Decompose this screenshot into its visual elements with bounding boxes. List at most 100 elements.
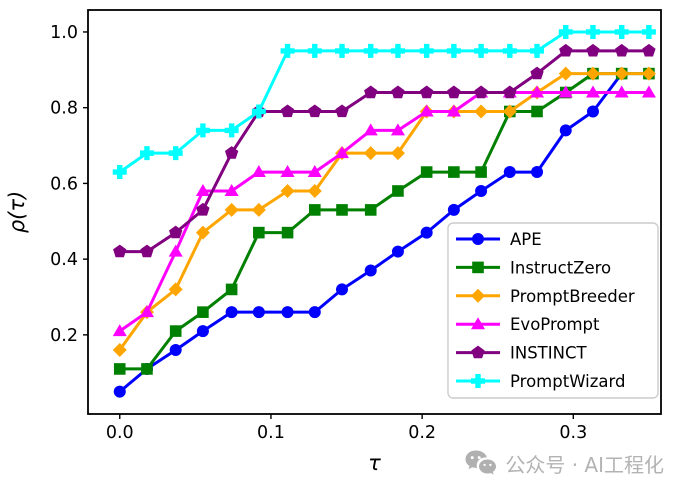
legend-label-APE: APE [510, 230, 542, 249]
series-marker-PromptBreeder [224, 202, 239, 217]
series-marker-PromptWizard [558, 24, 573, 39]
series-line-EvoPrompt [118, 91, 649, 333]
series-marker-InstructZero [448, 166, 460, 178]
series-marker-APE [391, 245, 404, 258]
x-tick-label: 0.2 [408, 423, 436, 443]
series-marker-APE [335, 283, 348, 296]
series-marker-INSTINCT [586, 43, 600, 57]
series-marker-PromptBreeder [195, 225, 210, 240]
series-marker-PromptWizard [224, 123, 239, 138]
series-marker-INSTINCT [420, 85, 434, 99]
series-marker-PromptBreeder [641, 66, 656, 81]
series-marker-PromptBreeder [112, 343, 127, 358]
series-marker-PromptBreeder [168, 282, 183, 297]
series-marker-EvoPrompt [112, 324, 127, 337]
series-marker-InstructZero [475, 166, 487, 178]
series-marker-PromptWizard [585, 24, 600, 39]
series-marker-InstructZero [308, 204, 321, 216]
series-marker-PromptBreeder [558, 66, 573, 81]
series-marker-PromptWizard [446, 43, 461, 58]
series-marker-EvoPrompt [614, 85, 629, 98]
series-marker-PromptWizard [334, 43, 349, 58]
series-marker-PromptWizard [307, 43, 322, 58]
series-line-PromptBreeder [118, 72, 649, 351]
series-marker-APE [559, 124, 572, 137]
legend-marker-PromptBreeder [471, 288, 485, 303]
series-marker-InstructZero [531, 105, 543, 118]
series-marker-INSTINCT [169, 225, 183, 239]
series-marker-PromptWizard [530, 43, 545, 58]
series-marker-APE [447, 203, 460, 216]
series-marker-APE [364, 264, 377, 277]
series-marker-EvoPrompt [390, 123, 405, 136]
series-marker-EvoPrompt [280, 165, 295, 178]
plot-frame [87, 9, 662, 415]
series-marker-APE [169, 344, 182, 357]
x-axis-label: τ [368, 451, 381, 475]
series-marker-EvoPrompt [168, 244, 183, 257]
series-marker-PromptBreeder [280, 183, 295, 198]
series-marker-INSTINCT [308, 104, 322, 118]
legend-marker-EvoPrompt [471, 317, 485, 330]
wechat-icon [465, 450, 497, 475]
series-marker-EvoPrompt [641, 85, 656, 98]
series-marker-INSTINCT [530, 66, 544, 80]
legend-marker-PromptWizard [471, 374, 485, 388]
series-marker-PromptBreeder [363, 146, 378, 161]
series-marker-INSTINCT [280, 104, 295, 118]
y-tick-label: 0.8 [50, 99, 78, 119]
series-marker-InstructZero [420, 166, 433, 178]
series-marker-EvoPrompt [363, 123, 378, 136]
watermark-text: 公众号 · AI工程化 [505, 453, 664, 477]
series-marker-InstructZero [225, 283, 238, 296]
legend-label-PromptWizard: PromptWizard [510, 372, 625, 391]
series-marker-INSTINCT [642, 43, 656, 57]
series-marker-EvoPrompt [224, 183, 239, 196]
series-marker-INSTINCT [447, 85, 461, 99]
series-marker-APE [196, 325, 209, 338]
legend-marker-InstructZero [472, 261, 484, 274]
series-marker-INSTINCT [113, 244, 127, 258]
series-marker-PromptWizard [641, 24, 656, 39]
series-marker-PromptWizard [251, 104, 266, 119]
series-marker-InstructZero [197, 306, 209, 318]
legend-label-EvoPrompt: EvoPrompt [510, 315, 600, 334]
x-tick-label: 0.3 [559, 423, 587, 443]
x-tick-label: 0.0 [106, 423, 134, 443]
y-tick-label: 1.0 [50, 23, 78, 43]
series-marker-APE [420, 226, 433, 239]
series-marker-APE [586, 105, 599, 118]
y-tick-label: 0.6 [50, 174, 78, 194]
series-marker-EvoPrompt [334, 146, 349, 159]
series-marker-APE [225, 306, 238, 319]
series-marker-INSTINCT [559, 43, 573, 57]
x-tick-label: 0.1 [257, 423, 285, 443]
series-line-INSTINCT [119, 49, 649, 254]
series-marker-APE [503, 166, 516, 179]
series-marker-InstructZero [253, 226, 265, 239]
series-marker-PromptWizard [390, 43, 405, 58]
series-marker-InstructZero [392, 185, 404, 197]
watermark: 公众号 · AI工程化 [465, 449, 664, 478]
series-marker-INSTINCT [503, 85, 517, 99]
series-marker-INSTINCT [196, 202, 210, 216]
series-marker-EvoPrompt [558, 85, 573, 98]
series-marker-PromptBreeder [251, 202, 266, 217]
series-marker-INSTINCT [224, 146, 239, 159]
series-marker-InstructZero [169, 325, 182, 337]
series-marker-APE [531, 166, 544, 179]
series-marker-APE [252, 306, 265, 319]
series-marker-PromptWizard [419, 43, 434, 58]
series-marker-INSTINCT [474, 85, 488, 99]
legend-label-INSTINCT: INSTINCT [510, 344, 587, 363]
series-marker-PromptBreeder [585, 66, 600, 81]
series-marker-PromptWizard [195, 123, 210, 138]
series-marker-InstructZero [336, 204, 348, 216]
legend-box [447, 222, 659, 399]
series-marker-PromptBreeder [390, 146, 405, 161]
series-marker-EvoPrompt [139, 305, 154, 318]
series-marker-INSTINCT [391, 85, 405, 99]
series-marker-EvoPrompt [530, 85, 545, 98]
